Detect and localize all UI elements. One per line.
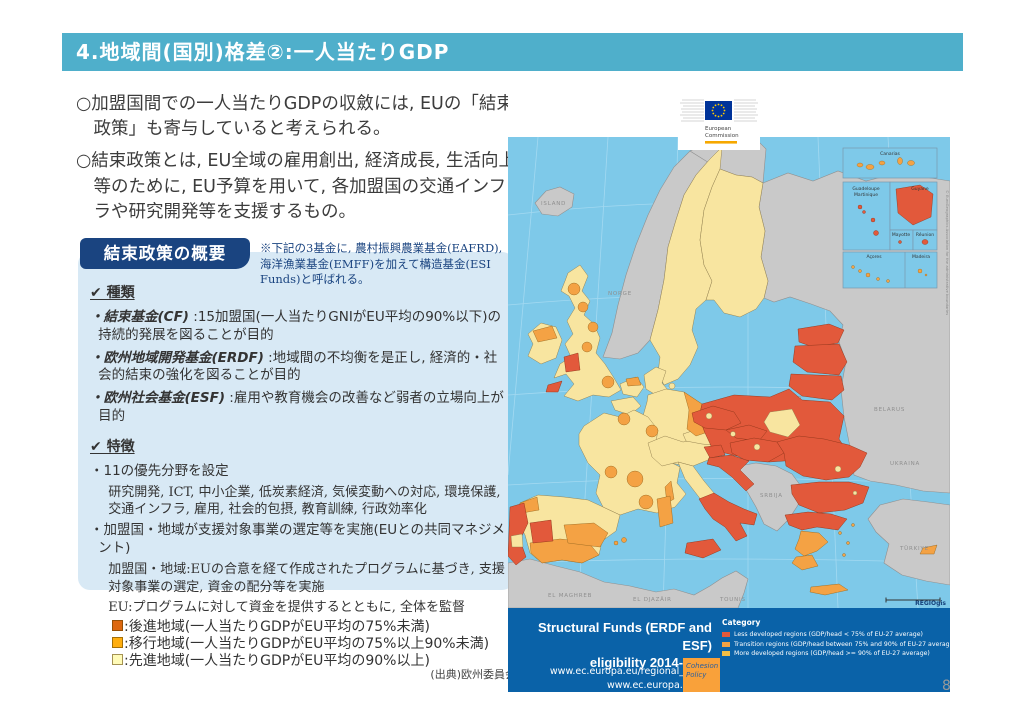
fund-desc-esf: :雇用や教育機会の改善など弱者の立場向上が目的 (98, 390, 504, 425)
overview-box-header: 結束政策の概要 (80, 238, 250, 269)
category-label-less-developed: Less developed regions (GDP/head < 75% o… (734, 631, 923, 638)
inset-label-canarias: Canarias (880, 151, 900, 157)
legend-swatch-less-developed (112, 620, 123, 631)
legend-item-less-developed: :後進地域(一人当たりGDPがEU平均の75%未満) (112, 617, 489, 635)
category-swatch-more-developed (722, 651, 730, 656)
label-morocco: EL MAGHREB (548, 593, 592, 599)
category-less-developed: Less developed regions (GDP/head < 75% o… (722, 631, 944, 638)
map-canvas: ISLAND NORGE ROSSIJA BELARUS UKRAINA SRB… (508, 95, 950, 609)
legend-swatch-more-developed (112, 654, 123, 665)
legend-swatch-transition (112, 637, 123, 648)
esf-url: www.ec.europa.eu/esf (607, 679, 712, 691)
intro-text: ○加盟国間での一人当たりGDPの収斂には, EUの「結束政策」も寄与していると考… (76, 92, 520, 232)
european-commission-logo: European Commission (678, 95, 760, 150)
category-label-transition: Transition regions (GDP/head between 75%… (734, 640, 956, 648)
inset-label-martinique: Martinique (854, 192, 878, 198)
inset-labels: Canarias Guadeloupe Martinique Guyane Ma… (852, 151, 934, 260)
page-title: 4.地域間(国別)格差②:一人当たりGDP (62, 33, 963, 71)
feature-priorities: ・11の優先分野を設定 (90, 462, 229, 479)
europe-structural-funds-map: ISLAND NORGE ROSSIJA BELARUS UKRAINA SRB… (508, 95, 956, 700)
fund-item-erdf: ・欧州地域開発基金(ERDF) :地域間の不均衡を是正し, 経済的・社会的結束の… (90, 350, 506, 386)
map-category-legend: Category Less developed regions (GDP/hea… (722, 618, 956, 660)
feature-management-eu: EU:プログラムに対して資金を提供するとともに, 全体を監督 (108, 599, 466, 615)
label-norway: NORGE (608, 291, 632, 297)
section-title-types: ✔ 種類 (90, 285, 135, 301)
logo-text-line2: Commission (705, 133, 739, 139)
map-capital-regions (510, 408, 858, 548)
map-title-line2: eligibility 2014-2020 (589, 655, 712, 671)
feature-management-members: 加盟国・地域:EUの合意を経て作成されたプログラムに基づき, 支援対象事業の選定… (108, 562, 505, 595)
label-turkey: TÜRKIYE (899, 545, 929, 552)
inset-label-reunion: Réunion (916, 231, 934, 238)
label-ukraine: UKRAINA (890, 461, 920, 467)
outermost-regions-insets: Canarias Guadeloupe Martinique Guyane Ma… (842, 147, 938, 289)
logo-text-line1: European (705, 126, 732, 132)
legend-label-transition: :移行地域(一人当たりGDPがEU平均の75%以上90%未満) (124, 635, 490, 652)
feature-priorities-detail: 研究開発, ICT, 中小企業, 低炭素経済, 気候変動への対応, 環境保護, … (108, 484, 501, 518)
logo-sketch-lines (680, 99, 758, 122)
category-swatch-transition (722, 641, 730, 647)
inset-label-madeira: Madeira (912, 254, 930, 260)
overview-note: ※下記の3基金に, 農村振興農業基金(EAFRD), 海洋漁業基金(EMFF)を… (260, 241, 503, 287)
feature-management: ・加盟国・地域が支援対象事業の選定等を実施(EUとの共同マネジメント) (90, 522, 506, 557)
legend-label-more-developed: :先進地域(一人当たりGDPがEU平均の90%以上) (124, 652, 430, 669)
fund-desc-cf: :15加盟国(一人当たりGNIがEU平均の90%以下)の持続的発展を図ることが目… (98, 308, 501, 343)
cohesion-policy-overview-box (78, 252, 514, 590)
region-legend: :後進地域(一人当たりGDPがEU平均の75%未満) :移行地域(一人当たりGD… (112, 617, 490, 669)
eu-flag-stars (711, 103, 726, 118)
fund-name-cf: ・結束基金(CF) (90, 308, 189, 325)
legend-label-less-developed: :後進地域(一人当たりGDPがEU平均の75%未満) (124, 618, 430, 635)
legend-item-transition: :移行地域(一人当たりGDPがEU平均の75%以上90%未満) (112, 634, 490, 652)
category-more-developed: More developed regions (GDP/head >= 90% … (722, 650, 944, 657)
map-title: Structural Funds (ERDF and ESF) eligibil… (516, 619, 712, 672)
regiogis-credit: REGIOgis (915, 600, 946, 607)
label-algeria: EL DJAZÂIR (633, 596, 672, 603)
fund-item-esf: ・欧州社会基金(ESF) :雇用や教育機会の改善など弱者の立場向上が目的 (90, 390, 506, 426)
legend-item-more-developed: :先進地域(一人当たりGDPがEU平均の90%以上) (112, 651, 489, 669)
category-legend-title: Category (722, 618, 761, 627)
inset-label-guadeloupe: Guadeloupe (852, 186, 879, 192)
label-tunisia: TOUNIS (719, 597, 746, 603)
category-label-more-developed: More developed regions (GDP/head >= 90% … (734, 650, 930, 657)
category-transition: Transition regions (GDP/head between 75%… (722, 641, 956, 648)
scale-bar (885, 597, 941, 603)
map-title-line1: Structural Funds (ERDF and ESF) (537, 620, 712, 653)
label-serbia: SRBIJA (760, 493, 783, 499)
source-attribution: (出典)欧州委員会 (430, 668, 516, 681)
label-iceland: ISLAND (541, 201, 566, 207)
fund-desc-erdf: :地域間の不均衡を是正し, 経済的・社会的結束の強化を図ることが目的 (98, 349, 498, 384)
eu-flag (705, 101, 732, 120)
inset-label-mayotte: Mayotte (892, 232, 911, 238)
map-urls: www.ec.europa.eu/regional_policy www.ec.… (516, 665, 712, 693)
regional-policy-url: www.ec.europa.eu/regional_policy (549, 666, 712, 677)
category-swatch-less-developed (722, 632, 730, 637)
section-title-features: ✔ 特徴 (90, 439, 135, 456)
inset-label-acores: Açores (866, 254, 882, 260)
cohesion-policy-badge: Cohesion Policy (683, 658, 720, 692)
intro-paragraph-2: ○結束政策とは, EU全域の雇用創出, 経済成長, 生活向上等のために, EU予… (76, 151, 517, 222)
fund-item-cf: ・結束基金(CF) :15加盟国(一人当たりGNIがEU平均の90%以下)の持続… (90, 309, 506, 345)
logo-orange-bar (705, 141, 737, 144)
fund-name-esf: ・欧州社会基金(ESF) (90, 390, 226, 407)
map-copyright: © EuroGeographics Association for the ad… (945, 190, 950, 315)
label-belarus: BELARUS (874, 407, 905, 413)
overview-content: ✔ 種類 ・結束基金(CF) :15加盟国(一人当たりGNIがEU平均の90%以… (90, 284, 506, 619)
map-regions-transition (519, 282, 938, 596)
intro-paragraph-1: ○加盟国間での一人当たりGDPの収斂には, EUの「結束政策」も寄与していると考… (76, 94, 514, 140)
page-number: 8 (942, 678, 951, 694)
inset-label-guyane: Guyane (911, 186, 929, 192)
map-banner: Structural Funds (ERDF and ESF) eligibil… (508, 608, 956, 693)
fund-name-erdf: ・欧州地域開発基金(ERDF) (90, 349, 264, 366)
